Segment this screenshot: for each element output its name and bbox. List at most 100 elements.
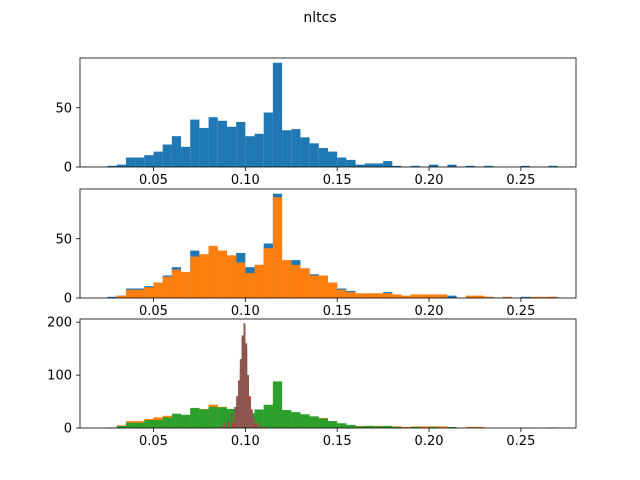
histogram-bar xyxy=(241,335,244,428)
histogram-bar xyxy=(190,119,200,167)
histogram-bar xyxy=(208,245,218,298)
axes-frame xyxy=(79,318,577,429)
histogram-bar xyxy=(144,420,154,428)
y-tick-label: 100 xyxy=(47,369,72,384)
histogram-bar xyxy=(419,294,430,298)
histogram-bar xyxy=(263,248,273,298)
histogram-bar xyxy=(401,426,411,428)
histogram-bar xyxy=(260,425,262,428)
histogram-bar xyxy=(291,264,301,298)
histogram-bar xyxy=(250,411,253,428)
histogram-bar xyxy=(309,416,319,428)
y-tick-label: 50 xyxy=(55,101,72,116)
x-tick-label: 0.05 xyxy=(139,173,168,188)
histogram-bar xyxy=(364,425,374,428)
histogram-bar xyxy=(256,422,259,428)
x-tick-label: 0.25 xyxy=(506,304,535,319)
histogram-bar xyxy=(429,426,439,428)
histogram-bar xyxy=(116,295,126,298)
histogram-bar xyxy=(373,163,384,167)
histogram-bar xyxy=(234,406,237,428)
histogram-bar xyxy=(364,163,374,167)
histogram-bar xyxy=(383,293,393,298)
histogram-bar xyxy=(226,255,237,298)
histogram-bar xyxy=(309,143,319,167)
histogram-bar xyxy=(502,296,512,298)
histogram-bar xyxy=(171,413,182,428)
histogram-bar xyxy=(125,422,136,428)
histogram-bar xyxy=(171,269,182,298)
histogram-bar xyxy=(135,289,145,298)
histogram-bar xyxy=(300,268,310,298)
histogram-bar xyxy=(484,296,494,298)
histogram-bar xyxy=(199,254,209,298)
histogram-bar xyxy=(247,375,250,428)
histogram-bar xyxy=(144,287,154,298)
histogram-bar xyxy=(346,424,356,428)
histogram-bar xyxy=(153,282,163,298)
histogram-bar xyxy=(392,426,402,428)
histogram-bar xyxy=(217,120,227,167)
histogram-bar xyxy=(135,422,145,428)
histogram-bar xyxy=(355,426,365,428)
histogram-bar xyxy=(282,260,292,298)
histogram-bar xyxy=(153,151,163,167)
x-tick-label: 0.10 xyxy=(231,173,260,188)
histogram-bar xyxy=(318,275,328,298)
y-tick-label: 0 xyxy=(64,161,72,176)
histogram-bar xyxy=(438,426,448,428)
histogram-bar xyxy=(236,396,238,428)
histogram-bar xyxy=(474,295,485,298)
histogram-bar xyxy=(419,426,430,428)
axes-panel-2: 0.05 0.10 0.15 0.20 0.25 0 50 xyxy=(55,188,577,319)
histogram-series-1 xyxy=(107,62,558,167)
x-tick-label: 0.15 xyxy=(323,173,352,188)
histogram-bar xyxy=(135,157,145,167)
histogram-bar xyxy=(181,146,191,167)
histogram-bar xyxy=(520,165,531,167)
histogram-bar xyxy=(263,426,266,428)
y-tick-label: 200 xyxy=(47,316,72,331)
histogram-bar xyxy=(465,165,475,167)
histogram-bar xyxy=(410,426,420,428)
figure-title: nltcs xyxy=(303,10,336,26)
histogram-bar xyxy=(383,161,393,167)
histogram-bar xyxy=(300,414,310,428)
histogram-bar xyxy=(226,126,237,167)
histogram-bar xyxy=(252,417,255,428)
histogram-bar xyxy=(429,294,439,298)
histogram-bar xyxy=(520,296,531,298)
histogram-bar xyxy=(337,289,347,298)
y-tick-label: 0 xyxy=(64,422,72,437)
histogram-bar xyxy=(484,165,494,167)
histogram-bar xyxy=(291,129,301,167)
histogram-bar xyxy=(401,295,411,298)
histogram-bar xyxy=(465,426,475,428)
histogram-bar xyxy=(272,381,283,428)
histogram-bar xyxy=(530,296,540,298)
histogram-bar xyxy=(208,406,218,428)
histogram-bar xyxy=(309,275,319,298)
histogram-bar xyxy=(226,420,229,428)
histogram-bar xyxy=(337,423,347,428)
histogram-bar xyxy=(199,409,209,428)
histogram-bar xyxy=(355,164,365,167)
histogram-bar xyxy=(162,417,172,428)
histogram-bar xyxy=(263,112,273,167)
histogram-bar xyxy=(219,425,222,428)
axes-panel-1: 0.05 0.10 0.15 0.20 0.25 0 50 xyxy=(55,57,577,188)
histogram-bar xyxy=(239,359,242,428)
histogram-bar xyxy=(245,273,255,298)
histogram-bar xyxy=(181,271,191,298)
histogram-bar xyxy=(236,262,246,298)
histogram-bar xyxy=(291,412,301,428)
histogram-bar xyxy=(107,165,117,167)
histogram-bar xyxy=(254,409,264,428)
histogram-bar xyxy=(190,407,200,428)
histogram-bar xyxy=(328,151,338,167)
histogram-bar xyxy=(116,164,126,167)
histogram-bar xyxy=(410,165,420,167)
histogram-bar xyxy=(373,426,384,428)
histogram-bar xyxy=(272,62,283,167)
